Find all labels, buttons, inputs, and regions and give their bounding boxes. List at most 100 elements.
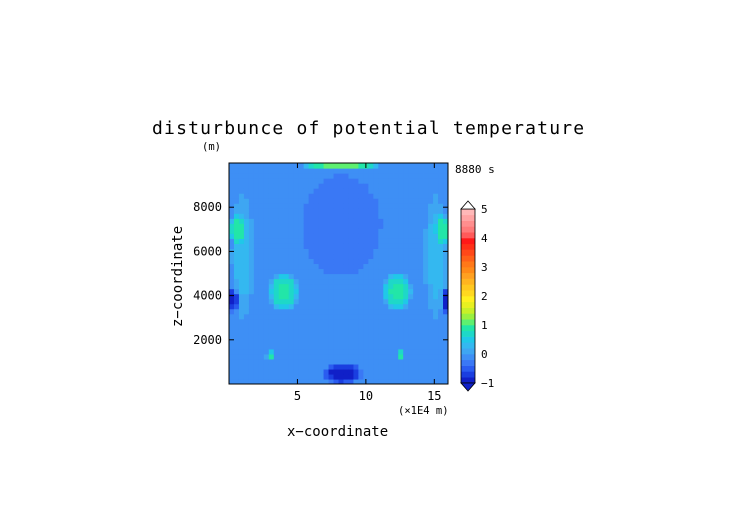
contour-cell	[383, 258, 389, 265]
contour-cell	[383, 348, 389, 355]
contour-cell	[268, 318, 275, 325]
contour-cell	[238, 333, 245, 340]
contour-cell	[373, 343, 379, 350]
contour-cell	[318, 293, 325, 300]
contour-cell	[253, 363, 260, 370]
contour-cell	[308, 288, 315, 295]
contour-cell	[413, 273, 419, 280]
contour-cell	[408, 338, 414, 345]
contour-cell	[378, 308, 384, 315]
contour-cell	[258, 193, 265, 199]
contour-cell	[423, 253, 429, 260]
contour-cell	[403, 373, 409, 380]
contour-cell	[373, 188, 379, 194]
contour-cell	[278, 328, 285, 335]
contour-cell	[293, 233, 300, 239]
contour-cell	[268, 228, 275, 234]
contour-cell	[233, 358, 240, 365]
contour-cell	[363, 233, 369, 239]
contour-cell	[433, 313, 439, 320]
contour-cell	[358, 218, 364, 224]
contour-cell	[243, 178, 250, 184]
contour-cell	[358, 208, 364, 214]
contour-cell	[293, 283, 300, 290]
contour-cell	[308, 363, 315, 370]
contour-cell	[353, 348, 360, 355]
contour-cell	[258, 183, 265, 189]
contour-cell	[288, 348, 295, 355]
contour-cell	[253, 298, 260, 305]
contour-cell	[378, 253, 384, 260]
contour-cell	[298, 203, 305, 209]
contour-cell	[383, 208, 389, 214]
contour-cell	[253, 303, 260, 310]
contour-cell	[378, 243, 384, 249]
contour-cell	[298, 313, 305, 320]
contour-cell	[258, 353, 265, 360]
contour-cell	[438, 343, 444, 350]
contour-cell	[378, 198, 384, 204]
colorbar-level	[461, 209, 475, 216]
contour-cell	[283, 223, 290, 229]
contour-cell	[303, 223, 310, 229]
contour-cell	[398, 183, 404, 189]
contour-cell	[353, 218, 360, 224]
contour-cell	[268, 273, 275, 280]
contour-cell	[293, 178, 300, 184]
contour-cell	[433, 183, 439, 189]
contour-cell	[263, 363, 270, 370]
contour-cell	[433, 318, 439, 325]
contour-cell	[433, 323, 439, 330]
contour-cell	[358, 343, 364, 350]
contour-cell	[353, 368, 360, 375]
contour-cell	[328, 368, 335, 375]
contour-cell	[338, 238, 345, 244]
contour-cell	[313, 323, 320, 330]
contour-cell	[238, 208, 245, 214]
contour-cell	[318, 303, 325, 310]
contour-cell	[258, 338, 265, 345]
contour-cell	[298, 333, 305, 340]
contour-cell	[248, 273, 255, 280]
contour-cell	[428, 273, 434, 280]
colorbar-level	[461, 371, 475, 378]
contour-cell	[343, 368, 350, 375]
contour-cell	[253, 173, 260, 179]
contour-cell	[398, 358, 404, 365]
contour-cell	[428, 303, 434, 310]
contour-cell	[343, 173, 350, 179]
contour-cell	[323, 173, 330, 179]
contour-cell	[393, 163, 399, 169]
contour-cell	[428, 243, 434, 249]
contour-cell	[388, 268, 394, 275]
contour-cell	[318, 378, 325, 384]
contour-cell	[423, 218, 429, 224]
contour-cell	[338, 318, 345, 325]
contour-cell	[418, 223, 424, 229]
contour-cell	[328, 188, 335, 194]
contour-cell	[408, 188, 414, 194]
contour-cell	[373, 288, 379, 295]
contour-cell	[408, 348, 414, 355]
contour-cell	[333, 213, 340, 219]
contour-cell	[318, 323, 325, 330]
colorbar-under-arrow	[460, 382, 476, 392]
contour-cell	[278, 188, 285, 194]
contour-cell	[353, 253, 360, 260]
contour-cell	[348, 228, 355, 234]
contour-cell	[393, 373, 399, 380]
contour-cell	[313, 358, 320, 365]
contour-cell	[278, 223, 285, 229]
contour-cell	[333, 183, 340, 189]
contour-cell	[328, 193, 335, 199]
contour-cell	[298, 208, 305, 214]
contour-cell	[233, 293, 240, 300]
contour-cell	[229, 208, 235, 214]
contour-cell	[238, 188, 245, 194]
contour-cell	[383, 363, 389, 370]
contour-cell	[413, 203, 419, 209]
contour-cell	[268, 243, 275, 249]
contour-cell	[363, 173, 369, 179]
contour-cell	[258, 233, 265, 239]
contour-cell	[338, 323, 345, 330]
